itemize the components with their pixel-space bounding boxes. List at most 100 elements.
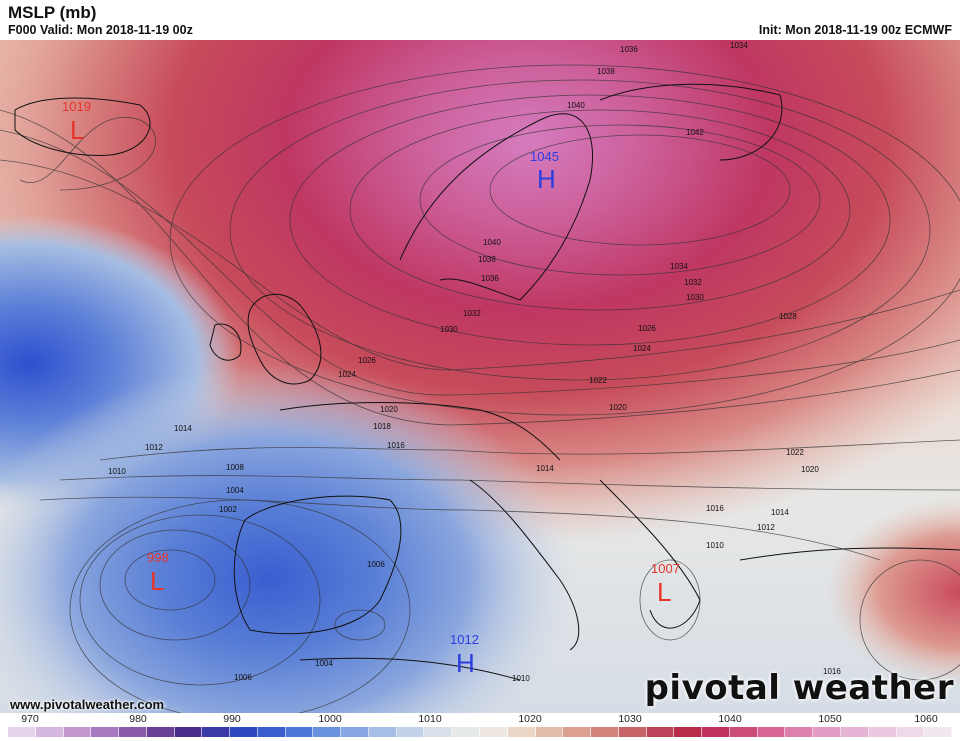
- contour-label: 1030: [440, 325, 458, 334]
- contour-label: 1016: [823, 667, 841, 676]
- colorbar-labels: 970 980 990 1000 1010 1020 1030 1040 105…: [8, 713, 952, 725]
- website-url: www.pivotalweather.com: [10, 697, 165, 712]
- colorbar-swatch: [452, 727, 481, 737]
- center-symbol: L: [70, 115, 84, 145]
- colorbar-strip: [8, 727, 953, 737]
- contour-label: 1042: [686, 128, 704, 137]
- colorbar-swatch: [646, 727, 675, 737]
- center-symbol: H: [456, 648, 475, 678]
- colorbar-swatch: [868, 727, 897, 737]
- colorbar-swatch: [63, 727, 92, 737]
- coastlines: [14, 83, 960, 681]
- contour-label: 1022: [589, 376, 607, 385]
- low-center-greece: 1007 L: [651, 561, 680, 607]
- contour-label: 1020: [801, 465, 819, 474]
- colorbar-swatch: [146, 727, 175, 737]
- center-symbol: H: [537, 164, 556, 194]
- contour-label: 1010: [706, 541, 724, 550]
- contour-label: 1024: [633, 344, 651, 353]
- contour-label: 1020: [380, 405, 398, 414]
- low-center-iceland: 1019 L: [62, 99, 91, 145]
- contour-label: 1026: [358, 356, 376, 365]
- contour-label: 1038: [597, 67, 615, 76]
- colorbar-swatch: [424, 727, 453, 737]
- colorbar-label: 1030: [618, 713, 642, 725]
- colorbar-label: 970: [21, 713, 39, 725]
- colorbar-swatch: [813, 727, 841, 737]
- colorbar-swatch: [729, 727, 758, 737]
- colorbar-label: 1060: [914, 713, 938, 725]
- pivotal-weather-logo: pivotal weather: [644, 668, 954, 708]
- colorbar-swatch: [35, 727, 64, 737]
- mslp-map: 1036 1034 1038 1040 1042 1040 1038 1036 …: [0, 40, 960, 713]
- contour-label: 1034: [670, 262, 688, 271]
- contour-label: 1006: [367, 560, 385, 569]
- contour-label: 1014: [771, 508, 789, 517]
- colorbar-label: 1020: [518, 713, 542, 725]
- contour-label: 1004: [226, 486, 244, 495]
- colorbar-swatch: [341, 727, 369, 737]
- colorbar-swatch: [396, 727, 425, 737]
- colorbar-swatch: [896, 727, 925, 737]
- contour-label: 1010: [512, 674, 530, 683]
- contour-label: 1028: [779, 312, 797, 321]
- contour-label: 1026: [638, 324, 656, 333]
- center-symbol: L: [657, 577, 671, 607]
- contour-labels: 1036 1034 1038 1040 1042 1040 1038 1036 …: [108, 41, 841, 683]
- contour-label: 1006: [234, 673, 252, 682]
- colorbar-swatch: [202, 727, 231, 737]
- colorbar-swatch: [174, 727, 203, 737]
- contour-label: 1034: [730, 41, 748, 50]
- contour-label: 1014: [174, 424, 192, 433]
- contour-label: 1018: [373, 422, 391, 431]
- contour-label: 1004: [315, 659, 333, 668]
- contour-label: 1016: [387, 441, 405, 450]
- colorbar-swatch: [840, 727, 869, 737]
- colorbar-swatch: [480, 727, 508, 737]
- colorbar-swatch: [618, 727, 647, 737]
- colorbar-swatch: [785, 727, 814, 737]
- colorbar-label: 1050: [818, 713, 842, 725]
- contour-label: 1030: [686, 293, 704, 302]
- contour-label: 1020: [609, 403, 627, 412]
- low-center-iberia: 998 L: [147, 550, 169, 596]
- center-value: 1019: [62, 99, 91, 114]
- center-value: 1012: [450, 632, 479, 647]
- colorbar-label: 980: [129, 713, 147, 725]
- colorbar-swatch: [313, 727, 342, 737]
- colorbar-swatch: [8, 727, 36, 737]
- contour-label: 1040: [567, 101, 585, 110]
- colorbar-label: 1040: [718, 713, 742, 725]
- colorbar-label: 1000: [318, 713, 342, 725]
- isobars: [0, 64, 960, 713]
- colorbar-swatch: [257, 727, 286, 737]
- contour-label: 1024: [338, 370, 356, 379]
- contour-label: 1032: [463, 309, 481, 318]
- east-high-shading: [0, 40, 960, 713]
- map-svg: 1036 1034 1038 1040 1042 1040 1038 1036 …: [0, 40, 960, 713]
- contour-label: 1032: [684, 278, 702, 287]
- colorbar-swatch: [757, 727, 786, 737]
- center-value: 998: [147, 550, 169, 565]
- contour-label: 1036: [481, 274, 499, 283]
- contour-label: 1002: [219, 505, 237, 514]
- contour-label: 1040: [483, 238, 501, 247]
- contour-label: 1010: [108, 467, 126, 476]
- contour-label: 1036: [620, 45, 638, 54]
- contour-label: 1012: [757, 523, 775, 532]
- contour-label: 1008: [226, 463, 244, 472]
- contour-label: 1016: [706, 504, 724, 513]
- center-value: 1007: [651, 561, 680, 576]
- init-time: Init: Mon 2018-11-19 00z ECMWF: [758, 23, 952, 37]
- contour-label: 1014: [536, 464, 554, 473]
- colorbar: 970 980 990 1000 1010 1020 1030 1040 105…: [8, 713, 953, 741]
- colorbar-swatch: [285, 727, 314, 737]
- colorbar-swatch: [591, 727, 619, 737]
- center-value: 1045: [530, 149, 559, 164]
- colorbar-swatch: [702, 727, 730, 737]
- colorbar-swatch: [563, 727, 592, 737]
- chart-title: MSLP (mb): [8, 3, 97, 22]
- header: MSLP (mb) F000 Valid: Mon 2018-11-19 00z…: [0, 0, 960, 40]
- colorbar-swatch: [91, 727, 120, 737]
- contour-label: 1022: [786, 448, 804, 457]
